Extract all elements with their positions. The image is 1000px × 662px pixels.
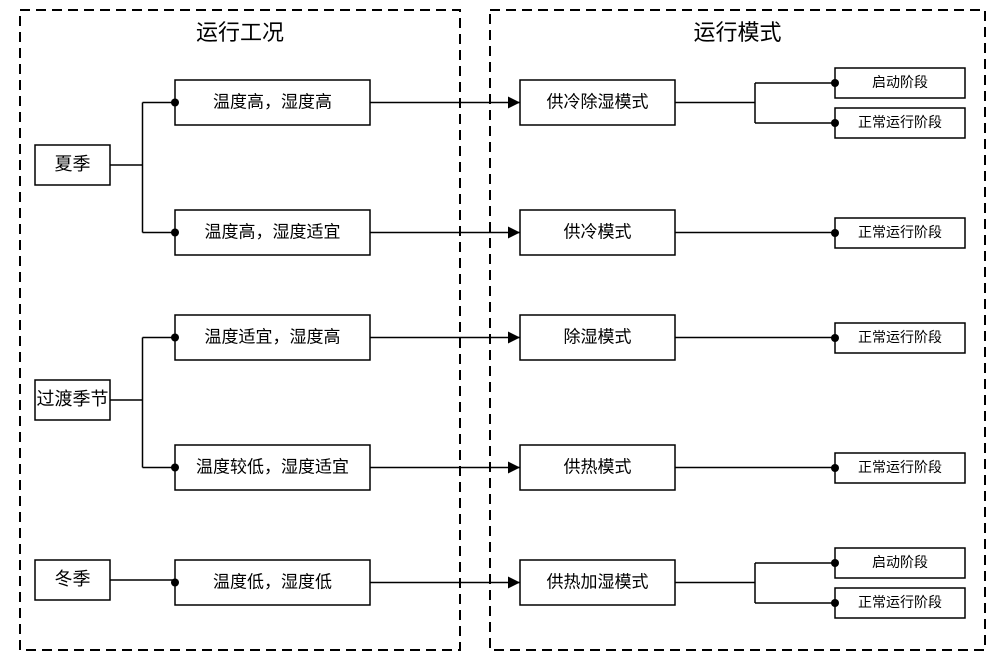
cond-box-c2-label: 温度高，湿度适宜	[205, 222, 341, 241]
dot-c1	[171, 99, 179, 107]
cond-box-c3-label: 温度适宜，湿度高	[205, 327, 341, 346]
dot-p1a	[831, 79, 839, 87]
dot-c3	[171, 334, 179, 342]
phase-box-p1b-label: 正常运行阶段	[858, 115, 942, 131]
cond-box-c1-label: 温度高，湿度高	[213, 92, 332, 111]
panel-right-title: 运行模式	[693, 20, 781, 45]
cond-box-c5-label: 温度低，湿度低	[213, 572, 332, 591]
dot-c2	[171, 229, 179, 237]
phase-box-p5a-label: 启动阶段	[872, 555, 928, 571]
dot-p5a	[831, 559, 839, 567]
phase-box-p4-label: 正常运行阶段	[858, 460, 942, 476]
dot-p2	[831, 229, 839, 237]
dot-p4	[831, 464, 839, 472]
mode-box-m3-label: 除湿模式	[564, 327, 632, 346]
dot-c5	[171, 579, 179, 587]
dot-c4	[171, 464, 179, 472]
panel-left-title: 运行工况	[196, 20, 284, 45]
dot-p1b	[831, 119, 839, 127]
season-box-winter-label: 冬季	[55, 569, 91, 589]
mode-box-m4-label: 供热模式	[564, 457, 632, 476]
season-box-summer-label: 夏季	[55, 154, 91, 174]
phase-box-p1a-label: 启动阶段	[872, 75, 928, 91]
phase-box-p5b-label: 正常运行阶段	[858, 595, 942, 611]
dot-p3	[831, 334, 839, 342]
mode-box-m1-label: 供冷除湿模式	[547, 92, 649, 111]
mode-box-m2-label: 供冷模式	[564, 222, 632, 241]
mode-box-m5-label: 供热加湿模式	[547, 572, 649, 591]
dot-p5b	[831, 599, 839, 607]
phase-box-p2-label: 正常运行阶段	[858, 225, 942, 241]
cond-box-c4-label: 温度较低，湿度适宜	[196, 457, 349, 476]
phase-box-p3-label: 正常运行阶段	[858, 330, 942, 346]
season-box-transition-label: 过渡季节	[37, 389, 109, 409]
